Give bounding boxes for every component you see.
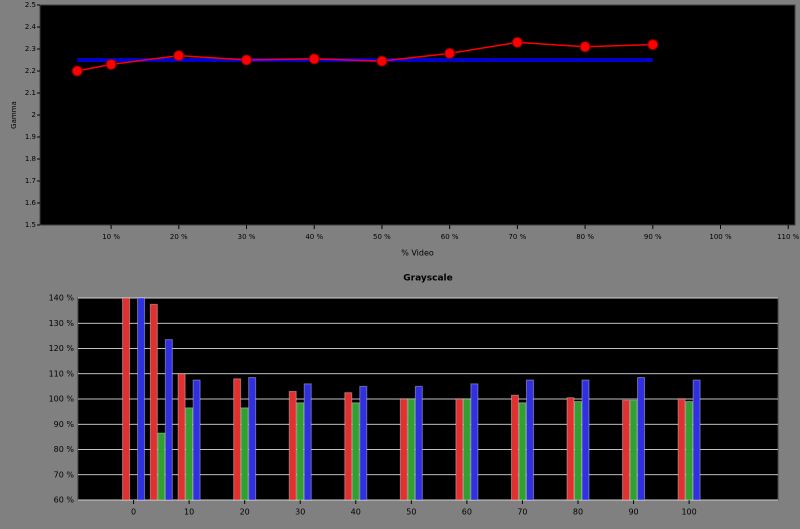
x-tick-label: 100 [681, 508, 696, 517]
bar [233, 378, 242, 501]
bar [518, 402, 527, 501]
bar [303, 383, 312, 501]
data-point [376, 55, 388, 67]
bar [240, 407, 249, 501]
series-line [77, 41, 653, 72]
bar [510, 394, 519, 501]
data-point [579, 41, 591, 53]
bar [351, 402, 360, 501]
y-tick-label: 110 % [49, 369, 75, 378]
y-tick-label: 1.6 [25, 199, 37, 207]
bar [692, 379, 701, 501]
bar [622, 399, 631, 501]
x-tick-label: 90 [628, 508, 638, 517]
bar [344, 392, 353, 501]
bar [122, 297, 131, 501]
bar [399, 398, 408, 501]
x-axis-label: % Video [401, 249, 434, 258]
x-tick-label: 70 [517, 508, 527, 517]
data-point [308, 53, 320, 65]
y-tick-label: 70 % [54, 470, 75, 479]
bar [149, 303, 158, 501]
x-tick-label: 50 % [373, 233, 391, 241]
x-tick-label: 90 % [644, 233, 662, 241]
bar [637, 377, 646, 501]
bar [685, 401, 694, 501]
y-tick-label: 140 % [49, 294, 75, 303]
y-tick-label: 1.5 [25, 221, 36, 229]
bar [296, 402, 305, 501]
y-tick-label: 2.3 [25, 45, 36, 53]
data-point [105, 58, 117, 70]
y-tick-label: 2.1 [25, 89, 36, 97]
x-tick-label: 50 [406, 508, 416, 517]
x-tick-label: 70 % [508, 233, 526, 241]
bar [192, 379, 201, 501]
y-tick-label: 1.7 [25, 177, 36, 185]
bar [359, 385, 368, 501]
y-tick-label: 100 % [49, 395, 75, 404]
bar [470, 383, 479, 501]
bar [407, 398, 416, 501]
bar [462, 398, 471, 501]
bar [185, 407, 194, 501]
x-tick-label: 20 % [170, 233, 188, 241]
x-tick-label: 60 % [441, 233, 459, 241]
plot-area [39, 4, 796, 226]
bar [574, 401, 582, 501]
y-tick-label: 1.8 [25, 155, 36, 163]
x-tick-label: 80 % [576, 233, 594, 241]
x-tick-label: 80 [573, 508, 583, 517]
x-tick-label: 30 [295, 508, 305, 517]
bar [629, 399, 638, 501]
x-tick-label: 10 % [102, 233, 120, 241]
bar [164, 339, 173, 501]
data-point [173, 50, 185, 62]
x-tick-label: 60 [462, 508, 472, 517]
y-axis-label: Gamma [10, 101, 18, 129]
bar [677, 398, 686, 501]
y-tick-label: 2.4 [25, 23, 37, 31]
y-tick-label: 2.2 [25, 67, 36, 75]
bar [288, 390, 297, 501]
x-tick-label: 20 [240, 508, 250, 517]
x-tick-label: 40 [351, 508, 361, 517]
bar [566, 397, 575, 501]
bar [177, 373, 186, 501]
bar [157, 432, 166, 501]
data-point [444, 47, 456, 59]
y-tick-label: 2 [32, 111, 36, 119]
y-tick-label: 130 % [49, 319, 75, 328]
data-point [71, 65, 83, 77]
y-tick-label: 2.5 [25, 1, 36, 9]
bar [525, 379, 534, 501]
chart-title: Grayscale [403, 274, 452, 284]
data-point [241, 54, 253, 66]
x-tick-label: 10 [184, 508, 194, 517]
bar [455, 398, 464, 501]
x-tick-label: 100 % [709, 233, 732, 241]
y-tick-label: 120 % [49, 344, 75, 353]
y-tick-label: 80 % [54, 445, 75, 454]
bar [137, 297, 146, 501]
bar [248, 377, 257, 501]
x-tick-label: 0 [131, 508, 136, 517]
y-tick-label: 1.9 [25, 133, 36, 141]
data-point [511, 36, 523, 48]
x-tick-label: 30 % [238, 233, 256, 241]
data-point [647, 39, 659, 51]
y-tick-label: 60 % [54, 496, 75, 505]
y-tick-label: 90 % [54, 420, 75, 429]
x-tick-label: 40 % [305, 233, 323, 241]
bar [581, 379, 590, 501]
x-tick-label: 110 % [777, 233, 800, 241]
bar [414, 385, 423, 501]
